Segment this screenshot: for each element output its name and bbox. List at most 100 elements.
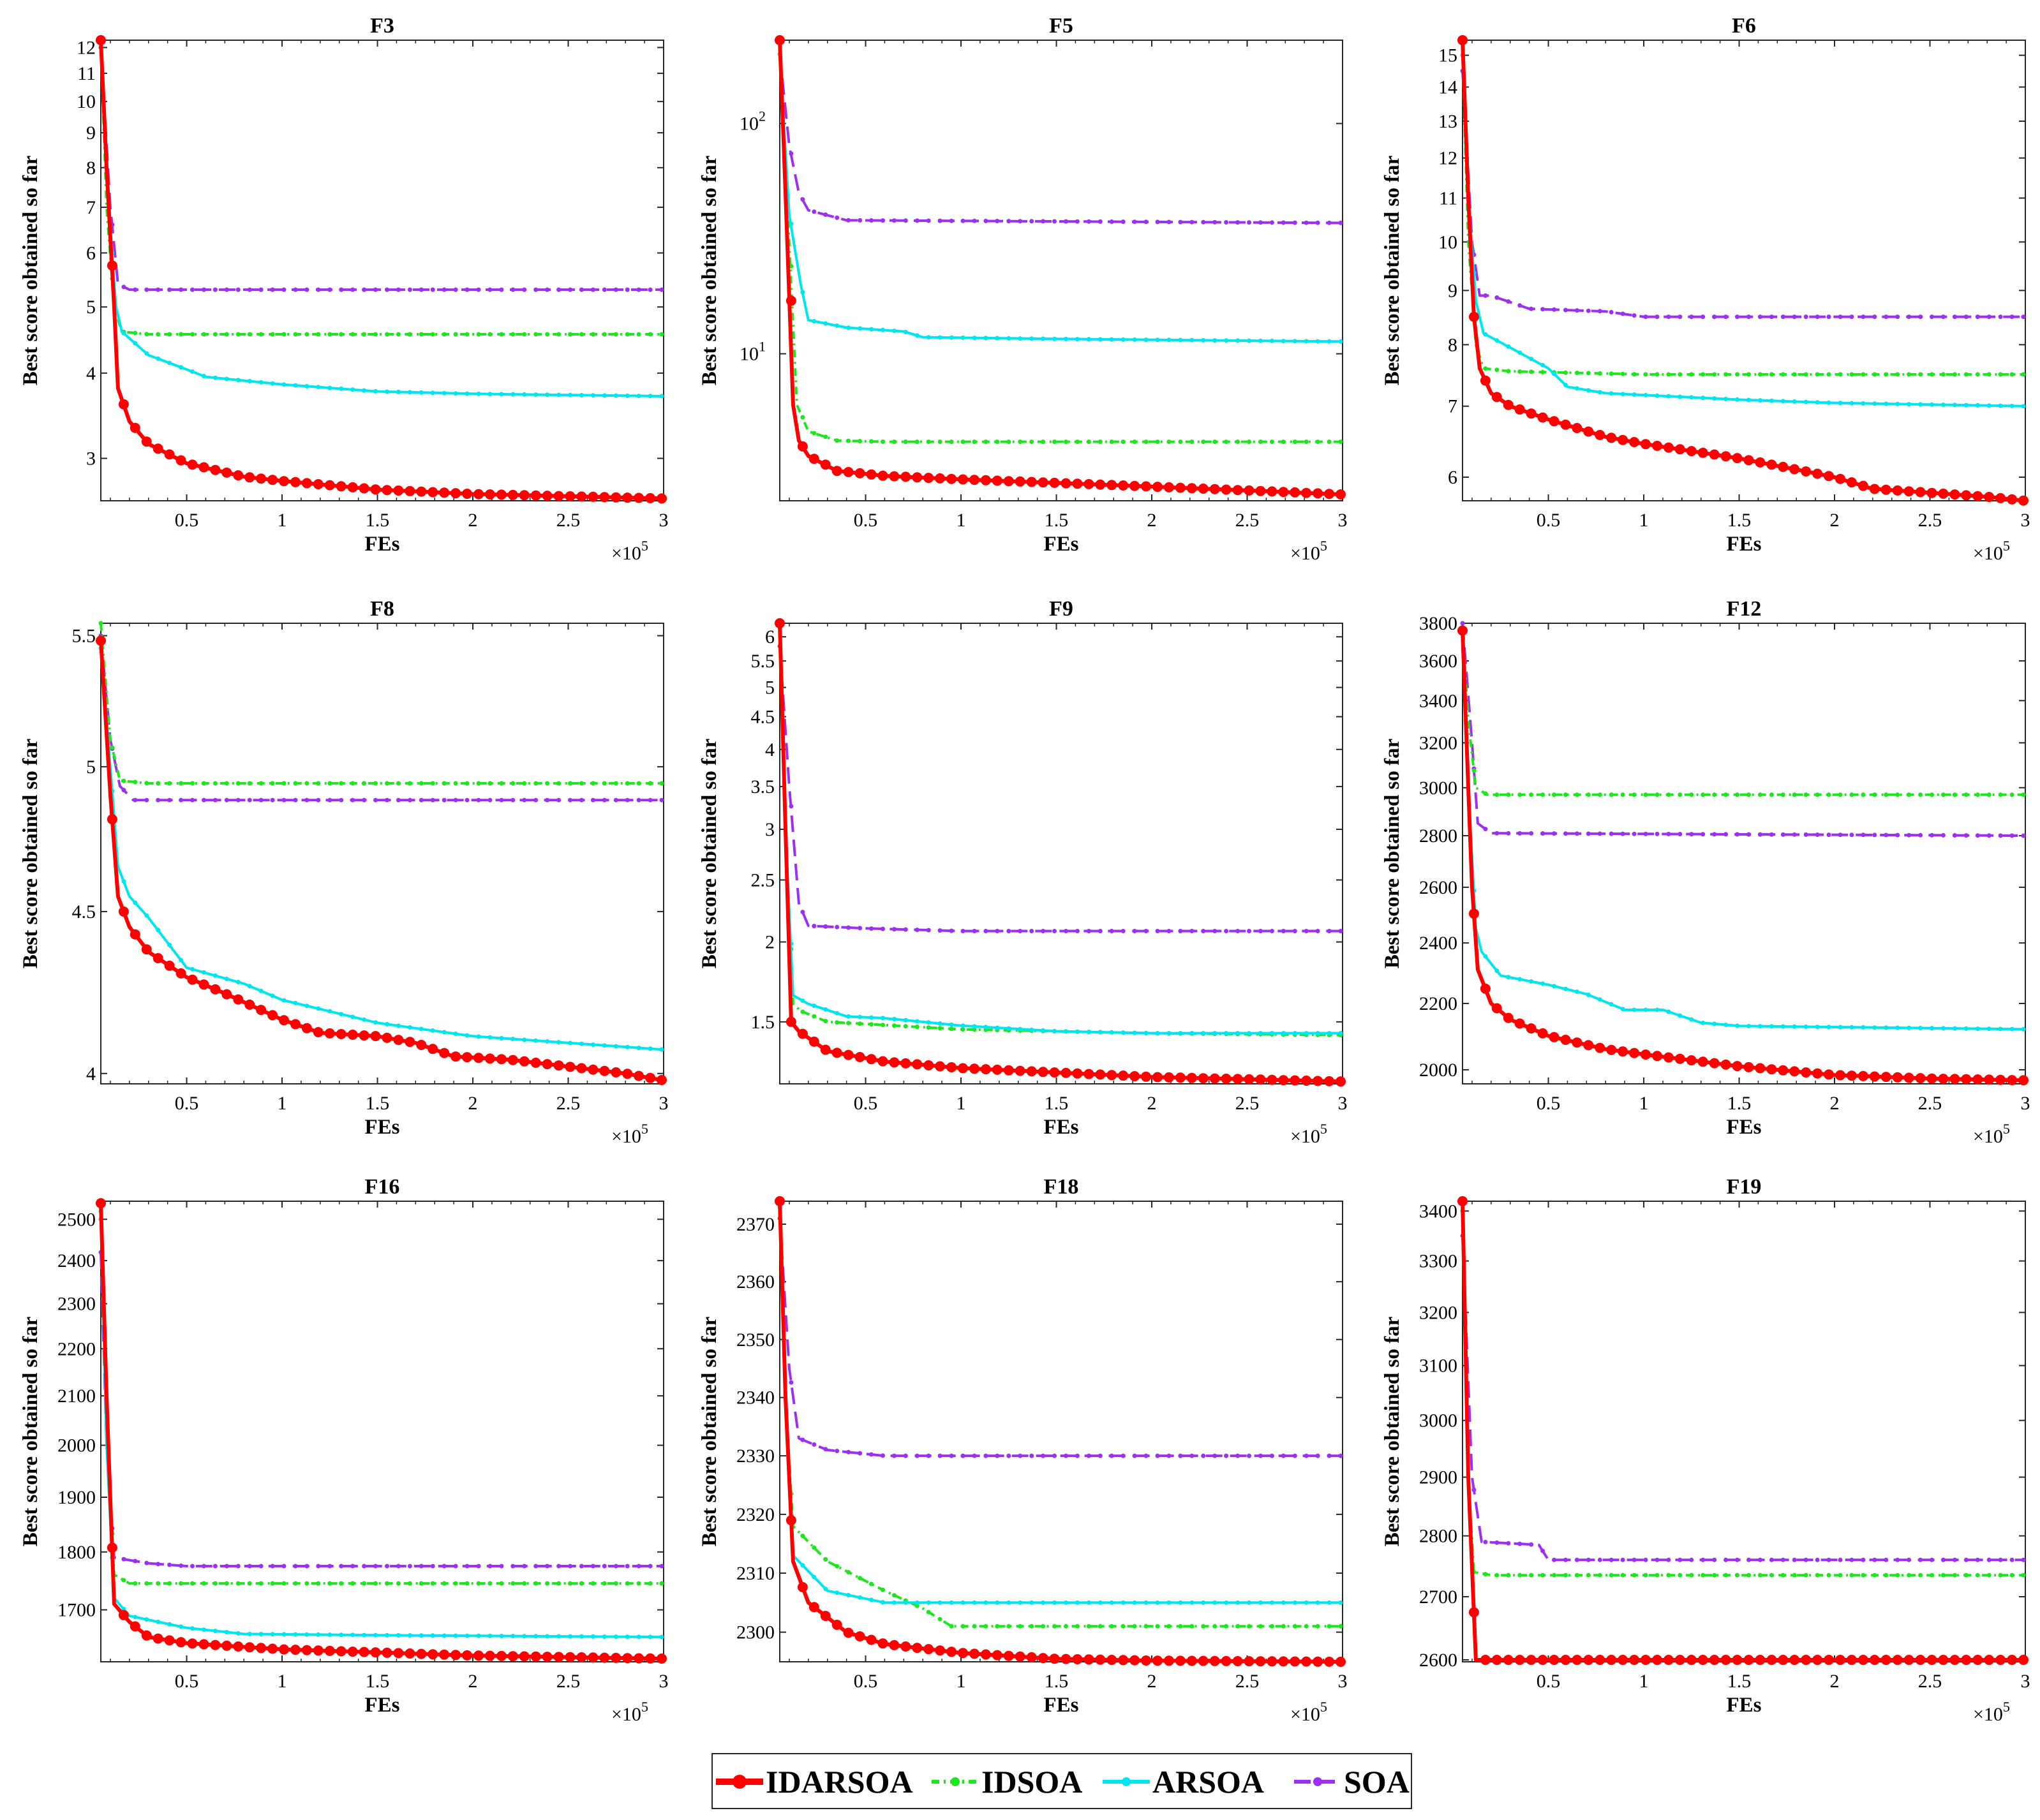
y-tick-label-base: 11 — [1439, 188, 1457, 209]
series-marker-soa — [1563, 307, 1568, 313]
series-marker-arsoa — [1224, 338, 1229, 343]
x-axis-label: FEs — [1726, 533, 1761, 556]
series-marker-idsoa — [891, 1593, 897, 1598]
series-marker-idsoa — [1064, 1624, 1068, 1629]
legend-label-idsoa: IDSOA — [981, 1764, 1082, 1800]
series-marker-arsoa — [937, 1600, 942, 1605]
series-marker-arsoa — [1689, 395, 1694, 400]
series-marker-arsoa — [350, 387, 355, 392]
series-marker-idarsoa — [1313, 1656, 1323, 1667]
series-marker-soa — [891, 927, 897, 932]
series-marker-idsoa — [1838, 372, 1843, 377]
series-marker-idsoa — [1655, 372, 1660, 377]
series-marker-arsoa — [1189, 337, 1195, 343]
series-marker-idarsoa — [164, 960, 175, 971]
series-marker-soa — [1884, 1557, 1889, 1562]
series-marker-idsoa — [339, 781, 344, 786]
series-marker-idarsoa — [1869, 1071, 1880, 1082]
series-marker-soa — [1586, 831, 1591, 836]
series-marker-idsoa — [1872, 372, 1877, 377]
series-marker-idarsoa — [866, 1634, 877, 1645]
series-marker-arsoa — [235, 1631, 241, 1636]
series-marker-soa — [533, 797, 539, 803]
series-marker-idarsoa — [450, 1650, 461, 1661]
series-marker-idarsoa — [1641, 1049, 1651, 1060]
chart-f16: 0.5 1 1.5 2 2.5 31700180019002000210022002300… — [19, 1175, 669, 1725]
series-marker-arsoa — [1701, 1020, 1706, 1025]
series-marker-arsoa — [579, 393, 584, 397]
series-marker-idsoa — [98, 621, 103, 626]
series-marker-idarsoa — [1537, 1028, 1548, 1039]
series-marker-soa — [1292, 220, 1297, 225]
series-marker-idsoa — [960, 440, 965, 444]
y-tick-label: 9 — [86, 122, 96, 144]
series-marker-idarsoa — [1674, 1655, 1685, 1665]
series-marker-arsoa — [545, 1039, 550, 1044]
series-marker-idarsoa — [1686, 446, 1697, 457]
series-marker-idarsoa — [1015, 476, 1025, 487]
series-marker-idsoa — [304, 781, 309, 786]
series-marker-idsoa — [362, 1581, 367, 1586]
series-marker-arsoa — [1041, 1028, 1046, 1033]
x-tick-label: 0.5 — [1537, 1093, 1561, 1114]
series-marker-idarsoa — [785, 295, 796, 306]
y-tick-label: 2320 — [736, 1504, 775, 1525]
series-marker-arsoa — [1269, 338, 1274, 343]
series-marker-arsoa — [1029, 336, 1034, 341]
series-marker-idsoa — [1769, 372, 1774, 377]
series-marker-idsoa — [590, 1581, 595, 1586]
y-tick-label-base: 4.5 — [72, 901, 96, 922]
series-marker-idarsoa — [1572, 423, 1582, 433]
series-marker-soa — [1315, 1453, 1320, 1458]
series-marker-idarsoa — [1468, 1607, 1479, 1618]
series-marker-soa — [1586, 1557, 1591, 1562]
series-marker-arsoa — [972, 1024, 977, 1029]
series-marker-idarsoa — [1278, 1075, 1289, 1086]
series-marker-arsoa — [659, 394, 664, 399]
series-marker-idsoa — [590, 332, 595, 337]
x-axis-label: FEs — [1043, 1116, 1078, 1139]
series-marker-idsoa — [995, 440, 1000, 444]
series-marker-arsoa — [1189, 1031, 1195, 1036]
series-marker-idarsoa — [2018, 1075, 2029, 1086]
series-marker-idarsoa — [187, 974, 198, 985]
y-tick-label-base: 3800 — [1419, 613, 1457, 634]
series-marker-idsoa — [1304, 440, 1309, 444]
series-marker-soa — [430, 797, 435, 803]
series-marker-idarsoa — [107, 1543, 117, 1553]
series-marker-arsoa — [522, 1634, 527, 1639]
series-marker-arsoa — [1678, 1013, 1683, 1018]
series-marker-arsoa — [1304, 339, 1309, 344]
axes-box — [779, 40, 1343, 501]
series-line-soa — [778, 1218, 1343, 1458]
series-marker-arsoa — [247, 379, 252, 383]
series-marker-arsoa — [281, 382, 287, 387]
series-marker-soa — [613, 287, 618, 292]
series-marker-arsoa — [1746, 397, 1751, 403]
series-marker-idarsoa — [599, 492, 610, 503]
series-marker-arsoa — [1872, 1025, 1877, 1030]
series-marker-idsoa — [1678, 1572, 1683, 1578]
series-marker-soa — [1121, 929, 1126, 933]
series-marker-idarsoa — [657, 1075, 667, 1085]
y-tick-label-base: 2370 — [736, 1214, 775, 1235]
series-marker-soa — [1552, 1557, 1556, 1562]
series-marker-idarsoa — [808, 454, 819, 464]
y-tick-label-base: 10 — [740, 114, 759, 135]
series-marker-soa — [1201, 929, 1206, 933]
series-marker-soa — [235, 287, 241, 292]
y-tick-label: 3000 — [1419, 1410, 1457, 1432]
series-marker-idarsoa — [359, 1646, 369, 1657]
series-marker-idsoa — [1872, 792, 1877, 797]
series-marker-arsoa — [385, 389, 389, 394]
series-marker-arsoa — [1780, 1024, 1785, 1029]
series-marker-idarsoa — [1618, 1046, 1628, 1057]
series-marker-idsoa — [1815, 792, 1820, 797]
series-marker-soa — [914, 928, 919, 933]
series-marker-idarsoa — [1255, 485, 1266, 496]
y-tick-label-base: 2350 — [736, 1329, 775, 1350]
series-marker-idsoa — [1849, 1572, 1854, 1578]
series-marker-soa — [556, 1564, 562, 1569]
series-marker-idarsoa — [1072, 1068, 1083, 1079]
y-tick-label: 5 — [765, 677, 775, 699]
